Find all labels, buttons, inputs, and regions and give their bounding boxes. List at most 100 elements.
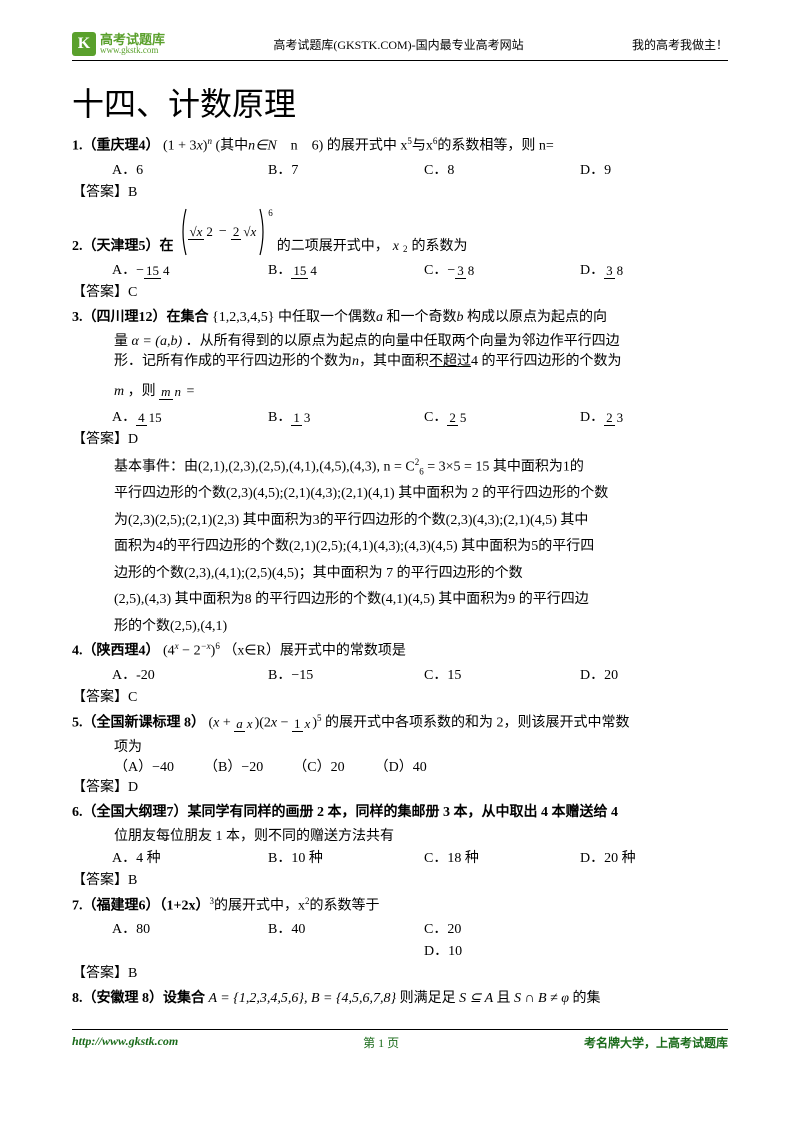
q2-f2b: 4 — [308, 263, 319, 278]
q5-b1: x — [303, 716, 313, 731]
q3-options: A．415 B．13 C．25 D．23 — [112, 406, 728, 426]
q3-f4t: 2 — [604, 410, 615, 426]
q5-line2: 项为 — [114, 736, 728, 756]
q7-answer: 【答案】B — [72, 962, 728, 982]
logo-icon: K — [72, 32, 96, 56]
q3-D: D． — [580, 410, 604, 425]
q8-B: B = {4,5,6,7,8} — [311, 991, 396, 1006]
q1-and: 与x — [412, 139, 433, 154]
q3-f2b: 3 — [302, 410, 313, 425]
q6-optB: B．10 种 — [268, 847, 416, 867]
q3-optB: B．13 — [268, 406, 416, 426]
q5: 5.（全国新课标理 8） (x + ax)(2x − 1x)5 的展开式中各项系… — [72, 712, 728, 734]
q2-sqx2: x — [250, 224, 256, 239]
q7-l1: 7.（福建理6）（1+2x） — [72, 898, 209, 913]
q6: 6.（全国大纲理7）某同学有同样的画册 2 本，同样的集邮册 3 本，从中取出 … — [72, 802, 728, 823]
exp-l1: 基本事件：由(2,1),(2,3),(2,5),(4,1),(4,5),(4,3… — [114, 459, 415, 474]
q5-at: a — [234, 716, 245, 732]
q3-C: C． — [424, 410, 447, 425]
page-header: K 高考试题库 www.gkstk.com 高考试题库(GKSTK.COM)-国… — [72, 32, 728, 61]
q5-optC: （C）20 — [293, 756, 344, 776]
q3-m: m — [114, 384, 124, 399]
q5-t1: 1 — [292, 716, 303, 732]
q8-SB: S ∩ B ≠ φ — [514, 991, 573, 1006]
q3-f4b: 3 — [615, 410, 626, 425]
lparen-icon — [178, 207, 188, 257]
q2-options: A．−154 B．154 C．−38 D．38 — [112, 259, 728, 279]
q2-f3t: 3 — [455, 263, 466, 279]
q1-optB: B．7 — [268, 159, 416, 179]
q2-two: 2 — [204, 224, 215, 239]
q2-tail: 的系数为 — [411, 236, 467, 257]
q8: 8.（安徽理 8）设集合 A = {1,2,3,4,5,6}, B = {4,5… — [72, 988, 728, 1009]
q4: 4.（陕西理4） (4x − 2−x)6 （x∈R）展开式中的常数项是 — [72, 640, 728, 662]
q3-l4b: ，则 — [128, 384, 156, 399]
q2-mid: 的二项展开式中， — [277, 236, 389, 257]
q2-f4b: 8 — [615, 263, 626, 278]
q7-optA: A．80 — [112, 918, 260, 938]
q3-b: b — [456, 310, 463, 325]
q4-p6: 6 — [215, 641, 220, 651]
q2-neg2: − — [447, 263, 455, 278]
q2-f2t: 15 — [291, 263, 308, 279]
q3-optC: C．25 — [424, 406, 572, 426]
q4-optD: D．20 — [580, 664, 728, 684]
q5-tail: 的展开式中各项系数的和为 2，则该展开式中常数 — [325, 716, 630, 731]
q8-l1: 8.（安徽理 8）设集合 — [72, 991, 205, 1006]
q7-optC: C．20 — [424, 918, 572, 938]
q4-optA: A．-20 — [112, 664, 260, 684]
q7-optD-row: D．10 — [112, 940, 728, 960]
q3-mb: n — [173, 384, 184, 399]
q3-n: n — [352, 354, 359, 369]
footer-slogan: 考名牌大学，上高考试题库 — [584, 1034, 728, 1051]
footer-url: http://www.gkstk.com — [72, 1034, 178, 1051]
q3-line3: 形．记所有作成的平行四边形的个数为n，其中面积不超过4 的平行四边形的个数为 — [114, 350, 728, 370]
q6-l1: 6.（全国大纲理7）某同学有同样的画册 2 本，同样的集邮册 3 本，从中取出 … — [72, 805, 618, 820]
q3-answer: 【答案】D — [72, 428, 728, 448]
q8-tail: 的集 — [573, 991, 601, 1006]
q3-mt: m — [159, 384, 172, 400]
q3-label: 3.（四川理12）在集合 — [72, 310, 209, 325]
q3-explanation: 基本事件：由(2,1),(2,3),(2,5),(4,1),(4,5),(4,3… — [114, 454, 728, 641]
q3-l2a: 量 — [114, 334, 128, 349]
q2-f1t: 15 — [144, 263, 161, 279]
q3-eq: = — [183, 384, 194, 399]
q7-options: A．80 B．40 C．20 — [112, 918, 728, 938]
q3-f3t: 2 — [447, 410, 458, 426]
q5-optB: （B）−20 — [204, 756, 263, 776]
q3-l1b: 中任取一个偶数 — [278, 310, 376, 325]
q4-optC: C．15 — [424, 664, 572, 684]
q3-l3c: 4 的平行四边形的个数为 — [471, 354, 622, 369]
q3-f2t: 1 — [291, 410, 302, 426]
q3-f1t: 4 — [136, 410, 147, 426]
header-right: 我的高考我做主！ — [632, 36, 728, 53]
q2-C: C． — [424, 263, 447, 278]
footer-page: 第 1 页 — [363, 1034, 399, 1051]
q1-text: (1 + 3 — [163, 139, 197, 154]
q5-answer: 【答案】D — [72, 776, 728, 796]
q1-n: n — [207, 136, 212, 146]
exp-l6: (2,5),(4,3) 其中面积为8 的平行四边形的个数(4,1)(4,5) 其… — [114, 592, 589, 607]
q5-options: （A）−40 （B）−20 （C）20 （D）40 — [114, 756, 728, 776]
q3-f1b: 15 — [147, 410, 164, 425]
q5-optD: （D）40 — [375, 756, 427, 776]
q1-options: A．6 B．7 C．8 D．9 — [112, 159, 728, 179]
q4-expr: (4 — [163, 644, 175, 659]
q6-optA: A．4 种 — [112, 847, 260, 867]
q3-optA: A．415 — [112, 406, 260, 426]
q1-optA: A．6 — [112, 159, 260, 179]
q1-optD: D．9 — [580, 159, 728, 179]
q2-label: 2.（天津理5）在 — [72, 236, 174, 257]
chapter-title: 十四、计数原理 — [72, 79, 728, 125]
q2: 2.（天津理5）在 √x2 − 2√x 6 的二项展开式中， x2 的系数为 — [72, 207, 728, 257]
q3-und: 不超过 — [429, 354, 471, 369]
q5-rp: )(2 — [255, 716, 271, 731]
q2-B: B． — [268, 263, 291, 278]
q6-l2: 位朋友每位朋友 1 本，则不同的赠送方法共有 — [114, 825, 728, 845]
q3-B: B． — [268, 410, 291, 425]
q4-tail: （x∈R）展开式中的常数项是 — [223, 644, 406, 659]
q3-alpha: α = (a,b) — [132, 334, 183, 349]
q1-mid: (其中 — [215, 139, 248, 154]
q2-x2: x — [393, 236, 399, 257]
q5-p5: 5 — [317, 713, 322, 723]
